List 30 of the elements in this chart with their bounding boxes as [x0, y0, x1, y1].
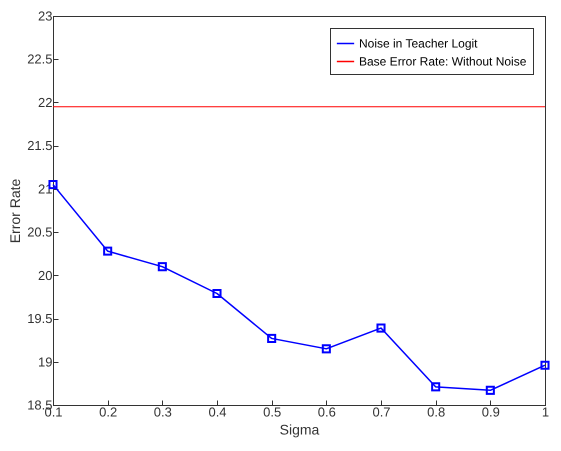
y-tick-label: 19.5 [27, 311, 52, 326]
x-tick-label: 0.3 [154, 404, 172, 420]
point [322, 344, 331, 354]
x-tick-label: 0.8 [427, 404, 446, 420]
y-tick-label: 20 [38, 268, 52, 283]
y-tick-label: 21.5 [27, 138, 52, 154]
y-tick-label: 22 [38, 94, 52, 110]
y-axis-title: Error Rate [7, 178, 24, 244]
point [158, 262, 167, 272]
legend-label: Noise in Teacher Logit [359, 36, 478, 50]
point [212, 288, 222, 298]
x-tick-label: 1 [542, 404, 550, 420]
x-tick-label: 0.6 [318, 404, 336, 420]
point [540, 360, 550, 370]
y-tick-label: 22.5 [27, 52, 52, 67]
x-tick-label: 0.5 [263, 404, 282, 420]
x-axis-title: Sigma [280, 422, 320, 438]
point [103, 246, 112, 256]
y-tick-label: 20.5 [27, 224, 52, 240]
y-tick-label: 23 [38, 8, 52, 24]
point [376, 324, 386, 333]
y-tick-label: 19 [38, 354, 52, 370]
x-tick-label: 0.7 [372, 404, 391, 420]
legend-label: Base Error Rate: Without Noise [359, 54, 527, 68]
point [267, 334, 276, 343]
x-tick-label: 0.4 [208, 404, 227, 420]
point [431, 382, 440, 392]
point [486, 386, 495, 395]
x-tick-label: 0.9 [482, 404, 500, 420]
x-tick-label: 0.2 [99, 404, 118, 420]
